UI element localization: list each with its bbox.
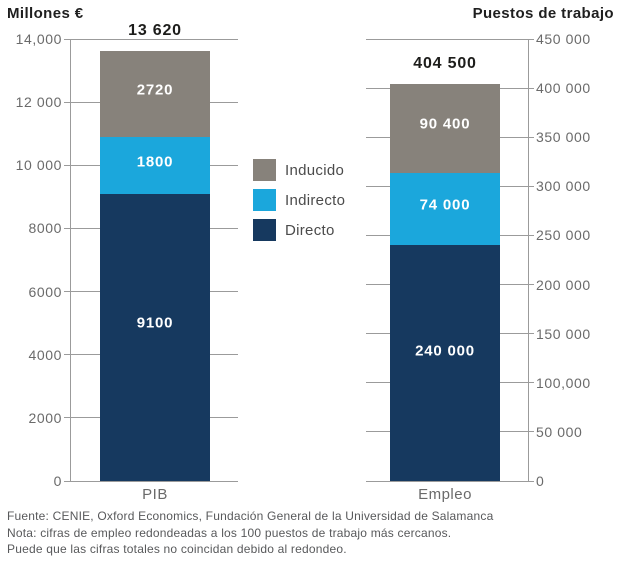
bar-segment-value: 1800 (136, 153, 174, 171)
legend-label: Inducido (285, 161, 345, 179)
left-axis-title: Millones € (7, 5, 84, 22)
source-line: Fuente: CENIE, Oxford Economics, Fundaci… (7, 509, 494, 523)
y-tick-label: 250 000 (536, 227, 591, 244)
y-tick-label: 100,000 (536, 374, 591, 391)
bar-segment-inducido: 2720 (100, 50, 210, 137)
bar-segment-value: 74 000 (419, 196, 471, 214)
y-axis-line (70, 39, 71, 482)
bar-segment-value: 90 400 (419, 115, 471, 133)
legend-item-inducido: Inducido (253, 159, 345, 181)
y-tick-label: 12 000 (15, 94, 62, 111)
y-tick-label: 300 000 (536, 178, 591, 195)
y-tick-label: 2000 (28, 409, 62, 426)
bar-segment-directo: 240 000 (390, 245, 500, 481)
bar-segment-value: 2720 (136, 81, 174, 99)
bar-segment-inducido: 90 400 (390, 83, 500, 173)
gridline (366, 480, 534, 482)
gridline (64, 480, 238, 482)
bar-total-label: 13 620 (128, 21, 182, 39)
y-tick-label: 0 (53, 473, 62, 489)
bar-total-label: 404 500 (413, 54, 477, 72)
y-tick-label: 400 000 (536, 80, 591, 97)
y-tick-label: 450 000 (536, 31, 591, 47)
y-tick-label: 150 000 (536, 325, 591, 342)
y-axis-line (528, 39, 529, 482)
gridline (366, 38, 534, 40)
category-label-pib: PIB (142, 486, 168, 503)
right-axis-title: Puestos de trabajo (472, 5, 614, 22)
y-tick-label: 8000 (28, 220, 62, 237)
gridline (64, 38, 238, 40)
y-tick-label: 14,000 (15, 31, 62, 47)
legend: Inducido Indirecto Directo (253, 159, 345, 241)
y-tick-label: 200 000 (536, 276, 591, 293)
y-tick-label: 50 000 (536, 423, 583, 440)
y-tick-label: 0 (536, 473, 545, 489)
bar-segment-directo: 9100 (100, 193, 210, 481)
footer-notes: Fuente: CENIE, Oxford Economics, Fundaci… (7, 508, 493, 558)
bar-segment-value: 9100 (136, 314, 174, 332)
bar-segment-indirecto: 1800 (100, 136, 210, 194)
note-line-2: Puede que las cifras totales no coincida… (7, 542, 347, 556)
legend-label: Indirecto (285, 191, 346, 209)
category-label-empleo: Empleo (418, 486, 472, 503)
legend-item-directo: Directo (253, 219, 345, 241)
y-tick-label: 4000 (28, 346, 62, 363)
note-line-1: Nota: cifras de empleo redondeadas a los… (7, 525, 452, 540)
directo-color-swatch (253, 219, 276, 241)
y-tick-label: 350 000 (536, 129, 591, 146)
inducido-color-swatch (253, 159, 276, 181)
y-tick-label: 10 000 (15, 157, 62, 174)
indirecto-color-swatch (253, 189, 276, 211)
bar-segment-indirecto: 74 000 (390, 172, 500, 246)
bar-segment-value: 240 000 (415, 342, 475, 360)
legend-item-indirecto: Indirecto (253, 189, 345, 211)
legend-label: Directo (285, 221, 335, 239)
y-tick-label: 6000 (28, 283, 62, 300)
